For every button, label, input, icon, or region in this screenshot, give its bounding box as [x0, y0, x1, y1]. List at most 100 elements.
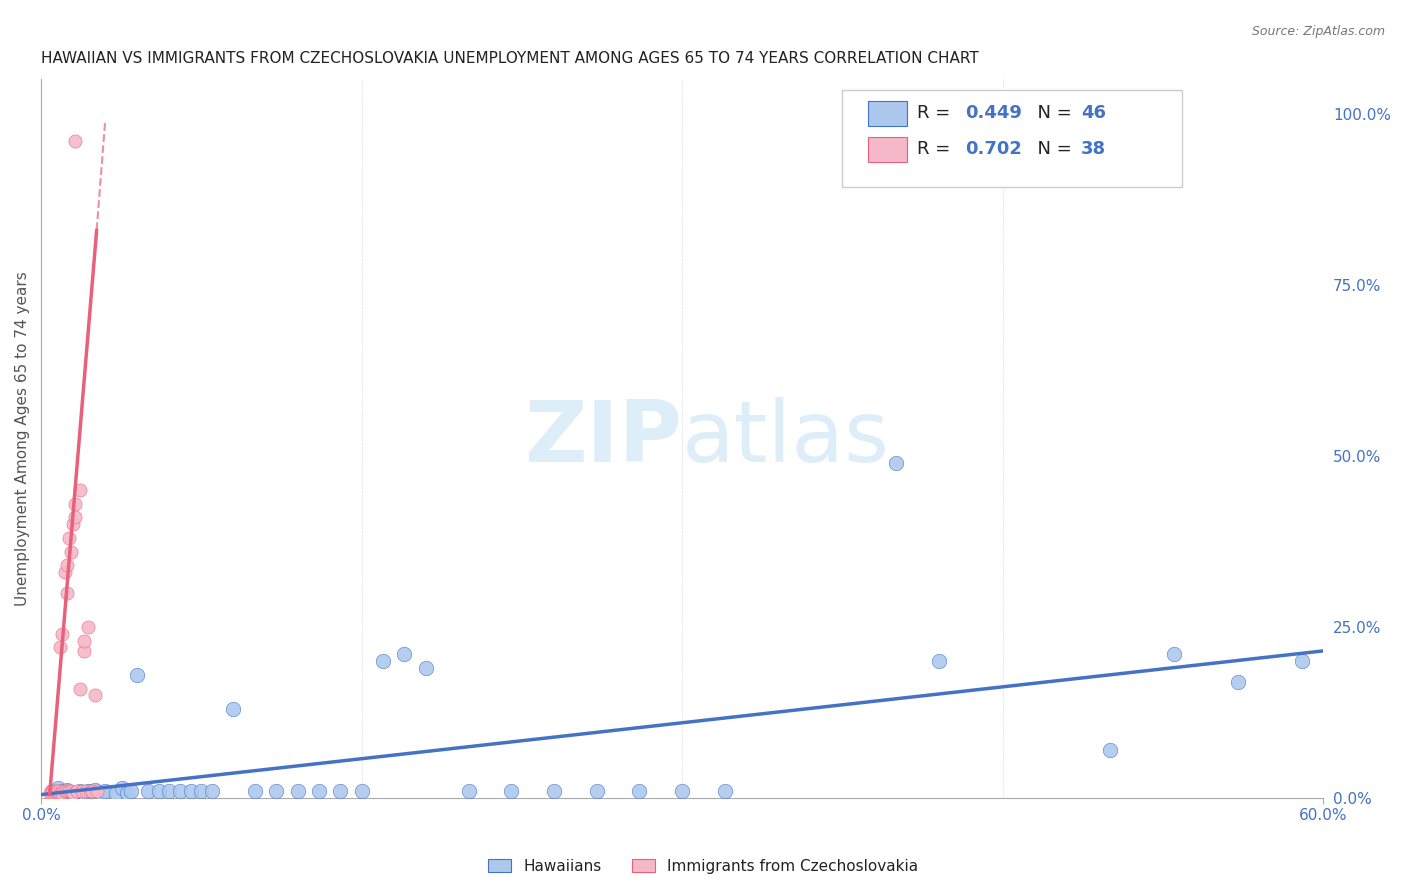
Point	[329, 784, 352, 798]
Text: 0.449: 0.449	[966, 104, 1022, 122]
Point	[55, 585, 77, 599]
Point	[69, 784, 91, 798]
Y-axis label: Unemployment Among Ages 65 to 74 years: Unemployment Among Ages 65 to 74 years	[15, 271, 30, 606]
Point	[49, 640, 72, 655]
Point	[148, 784, 170, 798]
Point	[42, 786, 65, 800]
Point	[264, 784, 287, 798]
Point	[222, 702, 245, 716]
Point	[58, 531, 80, 545]
Point	[65, 497, 87, 511]
Point	[884, 456, 907, 470]
Text: R =: R =	[917, 140, 956, 158]
Point	[51, 786, 73, 800]
Point	[120, 784, 142, 798]
Text: ZIP: ZIP	[524, 397, 682, 480]
Point	[62, 517, 84, 532]
Point	[41, 784, 63, 798]
Point	[180, 784, 202, 798]
FancyBboxPatch shape	[842, 90, 1182, 187]
Point	[115, 786, 138, 800]
Point	[394, 648, 416, 662]
Point	[371, 654, 394, 668]
Point	[671, 784, 693, 798]
Point	[190, 784, 212, 798]
Text: atlas: atlas	[682, 397, 890, 480]
Point	[1226, 674, 1249, 689]
Point	[415, 661, 437, 675]
Point	[157, 784, 180, 798]
Point	[60, 544, 83, 558]
Point	[201, 784, 224, 798]
Point	[51, 784, 73, 798]
Point	[65, 510, 87, 524]
Point	[628, 784, 651, 798]
Point	[1163, 648, 1185, 662]
Text: N =: N =	[1026, 140, 1077, 158]
Point	[585, 784, 607, 798]
Point	[55, 558, 77, 573]
Point	[73, 644, 96, 658]
Point	[287, 784, 309, 798]
Point	[62, 786, 84, 800]
Point	[111, 780, 134, 795]
Text: R =: R =	[917, 104, 956, 122]
Point	[83, 782, 105, 797]
Point	[83, 689, 105, 703]
Point	[55, 782, 77, 797]
Point	[60, 784, 83, 798]
Point	[77, 620, 100, 634]
Point	[1098, 743, 1121, 757]
Text: N =: N =	[1026, 104, 1077, 122]
Text: 38: 38	[1081, 140, 1107, 158]
Point	[79, 784, 101, 798]
Bar	[868, 136, 907, 162]
Point	[86, 784, 108, 798]
Point	[104, 786, 127, 800]
Point	[308, 784, 330, 798]
Point	[94, 784, 117, 798]
Point	[53, 565, 76, 579]
Point	[38, 786, 60, 800]
Point	[49, 786, 72, 800]
Text: HAWAIIAN VS IMMIGRANTS FROM CZECHOSLOVAKIA UNEMPLOYMENT AMONG AGES 65 TO 74 YEAR: HAWAIIAN VS IMMIGRANTS FROM CZECHOSLOVAK…	[41, 51, 979, 66]
Point	[55, 784, 77, 798]
Point	[1291, 654, 1313, 668]
Point	[928, 654, 950, 668]
Point	[45, 786, 67, 800]
Point	[69, 681, 91, 696]
Point	[51, 627, 73, 641]
Point	[58, 784, 80, 798]
Point	[77, 784, 100, 798]
Point	[45, 784, 67, 798]
Point	[46, 784, 69, 798]
Bar	[868, 101, 907, 126]
Point	[543, 784, 565, 798]
Point	[41, 784, 63, 798]
Point	[46, 786, 69, 800]
Point	[53, 784, 76, 798]
Point	[136, 784, 159, 798]
Point	[457, 784, 479, 798]
Point	[169, 784, 191, 798]
Point	[90, 786, 112, 800]
Point	[350, 784, 373, 798]
Text: Source: ZipAtlas.com: Source: ZipAtlas.com	[1251, 25, 1385, 38]
Point	[714, 784, 737, 798]
Point	[65, 134, 87, 148]
Point	[127, 668, 149, 682]
Legend: Hawaiians, Immigrants from Czechoslovakia: Hawaiians, Immigrants from Czechoslovaki…	[482, 853, 924, 880]
Point	[51, 784, 73, 798]
Point	[46, 780, 69, 795]
Text: 0.702: 0.702	[966, 140, 1022, 158]
Text: 46: 46	[1081, 104, 1107, 122]
Point	[501, 784, 523, 798]
Point	[73, 633, 96, 648]
Point	[69, 483, 91, 497]
Point	[73, 786, 96, 800]
Point	[66, 784, 89, 798]
Point	[75, 784, 97, 798]
Point	[82, 784, 104, 798]
Point	[41, 786, 63, 800]
Point	[62, 786, 84, 800]
